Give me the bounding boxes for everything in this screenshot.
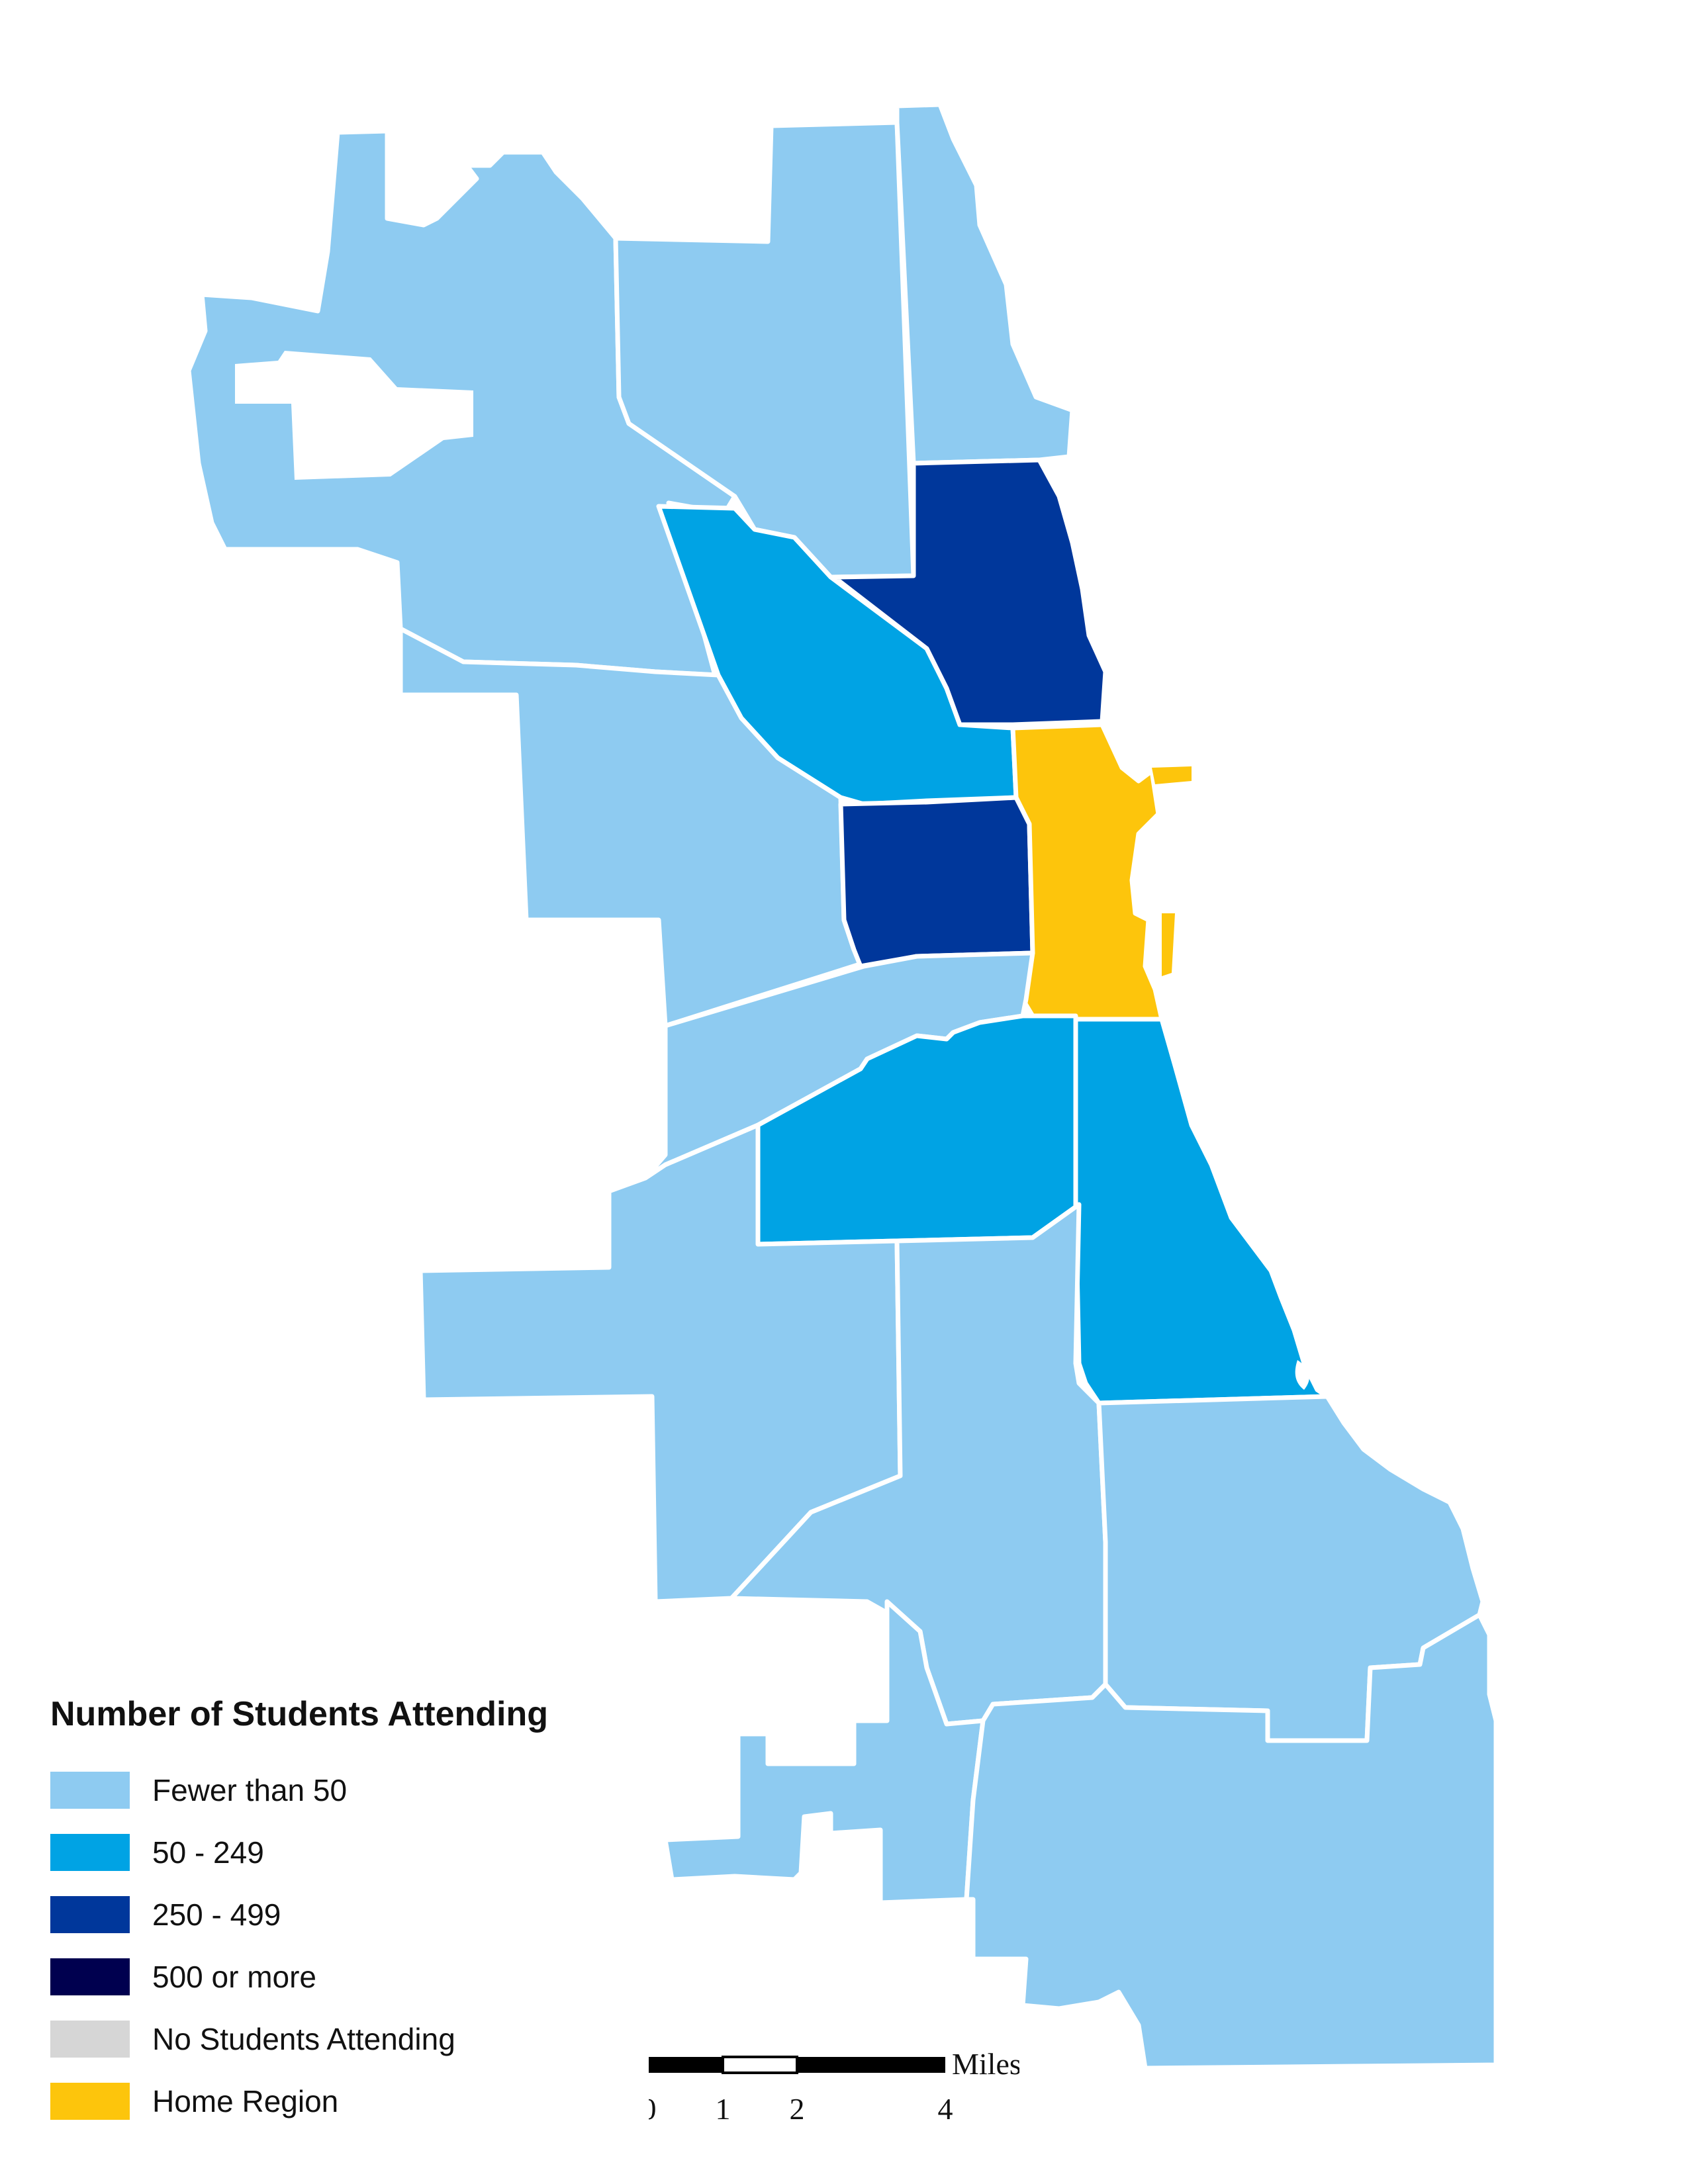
region-far-northwest-cutout: [235, 351, 473, 480]
scale-tick-1: 1: [716, 2092, 731, 2126]
region-far-north-lakefront: [894, 102, 1075, 466]
legend-swatch: [50, 1772, 130, 1809]
scale-unit-label: Miles: [952, 2047, 1019, 2081]
scale-bar: Miles 0 1 2 4: [649, 2047, 1019, 2126]
legend-item-250-499: 250 - 499: [50, 1884, 646, 1946]
legend-swatch: [50, 1896, 130, 1933]
scale-segment-0-1: [649, 2057, 723, 2073]
legend-label: Fewer than 50: [152, 1773, 348, 1807]
legend-item-50-249: 50 - 249: [50, 1821, 646, 1884]
scale-tick-2: 2: [790, 2092, 805, 2126]
legend-item-500-or-more: 500 or more: [50, 1946, 646, 2008]
lake-inlet-1: [1063, 503, 1078, 536]
legend-item-home-region: Home Region: [50, 2070, 646, 2132]
legend-swatch: [50, 1834, 130, 1871]
legend-label: 250 - 499: [152, 1897, 281, 1932]
region-far-south: [964, 1612, 1499, 2071]
scale-tick-0: 0: [649, 2092, 657, 2126]
northerly-island: [1162, 913, 1175, 976]
legend-label: 500 or more: [152, 1960, 317, 1994]
scale-segment-1-2: [722, 2056, 798, 2074]
region-north-lakefront: [831, 457, 1108, 727]
legend-label: No Students Attending: [152, 2022, 455, 2056]
legend-swatch: [50, 1958, 130, 1995]
south-white-notch: [1046, 2012, 1139, 2068]
region-south-lakefront: [1073, 1017, 1330, 1406]
legend-title: Number of Students Attending: [50, 1695, 549, 1733]
legend-label: 50 - 249: [152, 1835, 264, 1870]
legend-swatch: [50, 2021, 130, 2058]
legend-item-fewer-than-50: Fewer than 50: [50, 1759, 646, 1821]
lake-inlet-2: [1283, 1257, 1299, 1297]
map-legend: Number of Students Attending Fewer than …: [50, 1694, 646, 2132]
scale-tick-4: 4: [938, 2092, 953, 2126]
legend-swatch: [50, 2083, 130, 2120]
region-near-west: [838, 795, 1035, 969]
legend-item-no-students: No Students Attending: [50, 2008, 646, 2070]
legend-label: Home Region: [152, 2084, 339, 2118]
navy-pier: [1152, 766, 1192, 784]
lake-inlet-3: [1295, 1360, 1309, 1390]
scale-segment-2-4: [797, 2057, 945, 2073]
region-downtown: [1010, 722, 1164, 1025]
